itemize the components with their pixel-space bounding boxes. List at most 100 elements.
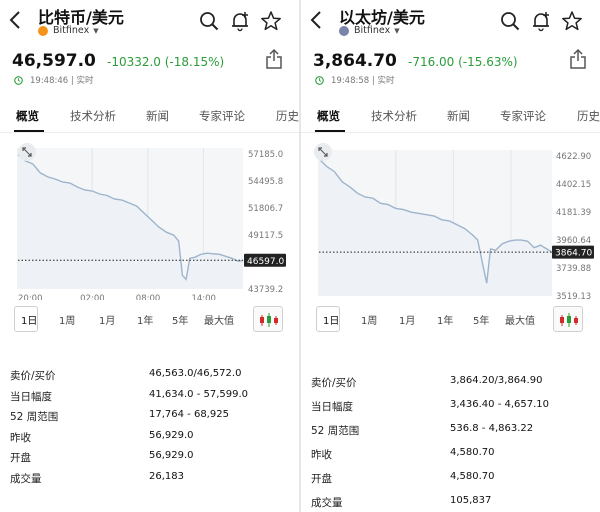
stat-label: 当日幅度 (311, 401, 353, 413)
range-option-0[interactable]: 1日 (323, 316, 340, 327)
stat-label: 开盘 (311, 473, 332, 485)
ethereum-quote-panel: 以太坊/美元 Bitfinex ▼ 3,864.70 -716.00 (-15.… (301, 0, 600, 512)
add-alert-bell-icon[interactable] (229, 10, 251, 32)
stat-row: 卖价/买价 3,864.20/3,864.90 (301, 373, 600, 393)
section-tabs: 概览 技术分析 新闻 专家评论 历史 (301, 102, 600, 132)
stat-row: 当日幅度 3,436.40 - 4,657.10 (301, 397, 600, 417)
stat-value: 56,929.0 (149, 429, 194, 441)
x-tick-label: 02:00 (80, 294, 105, 300)
tab-4[interactable]: 历史 (276, 109, 299, 123)
range-option-3[interactable]: 1年 (137, 316, 154, 327)
update-time: 19:48:58 | 实时 (315, 74, 394, 86)
star-icon[interactable] (260, 10, 282, 32)
exchange-label: Bitfinex (53, 25, 90, 36)
tab-4[interactable]: 历史 (577, 109, 600, 123)
stat-label: 成交量 (311, 497, 343, 509)
tab-0[interactable]: 概览 (317, 109, 340, 123)
stat-label: 当日幅度 (10, 390, 52, 403)
price-chart[interactable]: 57185.0 54495.8 51806.7 49117.5 43739.2 46597… (0, 138, 299, 300)
stat-value: 26,183 (149, 470, 184, 482)
active-tab-indicator (14, 130, 44, 132)
tab-1[interactable]: 技术分析 (371, 109, 417, 123)
fullscreen-expand-icon[interactable] (18, 143, 36, 161)
clock-icon (315, 75, 324, 85)
star-icon[interactable] (561, 10, 583, 32)
last-price-badge-label: 3864.70 (555, 249, 592, 259)
stat-value: 46,563.0/46,572.0 (149, 368, 242, 379)
range-option-3[interactable]: 1年 (437, 316, 454, 327)
range-option-1[interactable]: 1周 (361, 316, 378, 327)
y-tick-label: 43739.2 (248, 285, 283, 295)
active-range-highlight (14, 306, 38, 332)
back-arrow-icon[interactable] (6, 8, 26, 32)
tab-1[interactable]: 技术分析 (70, 109, 116, 123)
exchange-selector[interactable]: Bitfinex ▼ (38, 25, 99, 36)
range-option-2[interactable]: 1月 (399, 316, 416, 327)
stat-label: 52 周范围 (10, 411, 59, 423)
last-price: 46,597.0 (12, 51, 96, 71)
share-icon[interactable] (265, 48, 283, 70)
pair-title: 以太坊/美元 (339, 8, 425, 27)
y-tick-label: 3519.13 (556, 292, 591, 300)
stat-row: 当日幅度 41,634.0 - 57,599.0 (0, 387, 299, 407)
chart-price-line (17, 154, 244, 281)
chevron-down-icon: ▼ (394, 26, 400, 35)
chart-area-fill (319, 158, 552, 296)
time-range-selector: 1日 1周 1月 1年 5年 最大值 (0, 304, 299, 336)
tabs-divider (0, 132, 299, 133)
price-chart[interactable]: 4622.90 4402.15 4181.39 3960.64 3739.88 3519.… (301, 138, 600, 300)
tabs-divider (301, 132, 600, 133)
clock-icon (14, 75, 23, 85)
tab-3[interactable]: 专家评论 (500, 109, 546, 123)
update-time: 19:48:46 | 实时 (14, 74, 93, 86)
stat-value: 4,580.70 (450, 471, 495, 482)
chart-area-fill (18, 154, 243, 289)
update-time-text: 19:48:46 | 实时 (30, 76, 94, 86)
update-time-text: 19:48:58 | 实时 (331, 76, 395, 86)
stat-value: 105,837 (450, 495, 492, 506)
y-tick-label: 54495.8 (248, 177, 283, 187)
range-option-0[interactable]: 1日 (21, 316, 38, 327)
back-arrow-icon[interactable] (307, 8, 327, 32)
y-tick-label: 4622.90 (556, 152, 591, 162)
stat-value: 3,864.20/3,864.90 (450, 375, 543, 386)
price-row: 46,597.0 -10332.0 (-18.15%) (12, 51, 224, 71)
stat-value: 536.8 - 4,863.22 (450, 423, 534, 434)
stat-value: 17,764 - 68,925 (149, 409, 229, 420)
stat-row: 昨收 56,929.0 (0, 428, 299, 448)
stat-value: 41,634.0 - 57,599.0 (149, 388, 249, 400)
active-tab-indicator (315, 130, 345, 132)
search-icon[interactable] (499, 10, 521, 32)
top-bar: 以太坊/美元 Bitfinex ▼ (301, 0, 600, 44)
range-option-5[interactable]: 最大值 (505, 316, 535, 327)
last-price: 3,864.70 (313, 51, 397, 71)
y-tick-label: 4402.15 (556, 180, 591, 190)
fullscreen-expand-icon[interactable] (314, 143, 332, 161)
tab-3[interactable]: 专家评论 (199, 109, 245, 123)
range-option-4[interactable]: 5年 (473, 316, 490, 327)
candlestick-chart-toggle[interactable] (253, 306, 283, 332)
stat-row: 成交量 105,837 (301, 493, 600, 512)
stat-row: 开盘 4,580.70 (301, 469, 600, 489)
range-option-5[interactable]: 最大值 (204, 316, 234, 327)
tab-0[interactable]: 概览 (16, 109, 39, 123)
y-tick-label: 4181.39 (556, 208, 591, 218)
pair-title: 比特币/美元 (38, 8, 124, 27)
stat-value: 56,929.0 (149, 450, 194, 461)
time-range-selector: 1日 1周 1月 1年 5年 最大值 (301, 304, 600, 336)
search-icon[interactable] (198, 10, 220, 32)
candlestick-icon (260, 313, 278, 327)
range-option-1[interactable]: 1周 (59, 316, 76, 327)
price-change: -716.00 (-15.63%) (407, 55, 518, 69)
add-alert-bell-icon[interactable] (530, 10, 552, 32)
candlestick-chart-toggle[interactable] (553, 306, 583, 332)
stat-row: 开盘 56,929.0 (0, 448, 299, 468)
chart-price-line (318, 158, 553, 284)
share-icon[interactable] (569, 48, 587, 70)
tab-2[interactable]: 新闻 (447, 109, 470, 123)
tab-2[interactable]: 新闻 (146, 109, 169, 123)
range-option-2[interactable]: 1月 (99, 316, 116, 327)
exchange-selector[interactable]: Bitfinex ▼ (339, 25, 400, 36)
range-option-4[interactable]: 5年 (172, 316, 189, 327)
y-tick-label: 49117.5 (248, 231, 283, 241)
